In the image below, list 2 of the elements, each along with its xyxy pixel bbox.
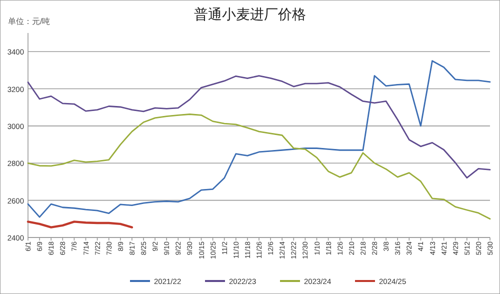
chart-title: 普通小麦进厂价格 [194, 6, 306, 23]
y-axis-title: 单位：元/吨 [8, 17, 50, 26]
